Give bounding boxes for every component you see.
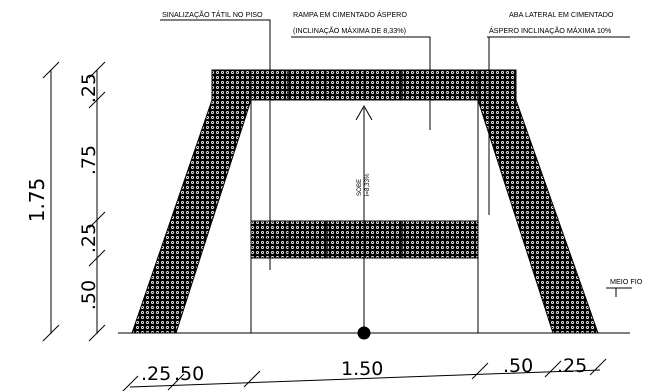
annotation-leaders xyxy=(160,19,632,297)
dim-vertical-part-1: .25 xyxy=(78,73,100,103)
label-tactile-signage: SINALIZAÇÃO TÁTIL NO PISO xyxy=(162,10,263,19)
label-flap-line2: ÁSPERO INCLINAÇÃO MÁXIMA 10% xyxy=(489,26,612,35)
dim-vertical-part-2: .75 xyxy=(78,145,100,175)
dim-vertical-part-3: .25 xyxy=(78,223,100,253)
right-lateral-flap xyxy=(477,99,599,334)
dim-horizontal-part-3: 1.50 xyxy=(341,358,383,380)
slope-arrow-head xyxy=(355,104,373,121)
vertical-dimension-lines xyxy=(42,61,106,342)
label-flap-line1: ABA LATERAL EM CIMENTADO xyxy=(509,10,614,19)
dim-horizontal-part-1: .25 xyxy=(141,363,171,385)
label-ramp-line1: RAMPA EM CIMENTADO ÁSPERO xyxy=(293,10,407,19)
dim-horizontal-part-2: .50 xyxy=(174,363,204,385)
left-lateral-flap xyxy=(131,99,252,334)
label-curb: MEIO FIO xyxy=(610,277,643,286)
horizontal-dimension-lines xyxy=(122,358,607,391)
arrow-label-slope: i=8,33% xyxy=(364,173,371,196)
dim-vertical-part-4: .50 xyxy=(78,280,100,310)
dim-vertical-total: 1.75 xyxy=(25,178,49,223)
label-ramp-line2: (INCLINAÇÃO MÁXIMA DE 8,33%) xyxy=(293,26,406,35)
dim-horizontal-part-5: .25 xyxy=(557,355,587,377)
arrow-label-sobe: SOBE xyxy=(356,179,363,196)
ramp-base-point xyxy=(357,326,371,340)
dim-horizontal-part-4: .50 xyxy=(503,355,533,377)
